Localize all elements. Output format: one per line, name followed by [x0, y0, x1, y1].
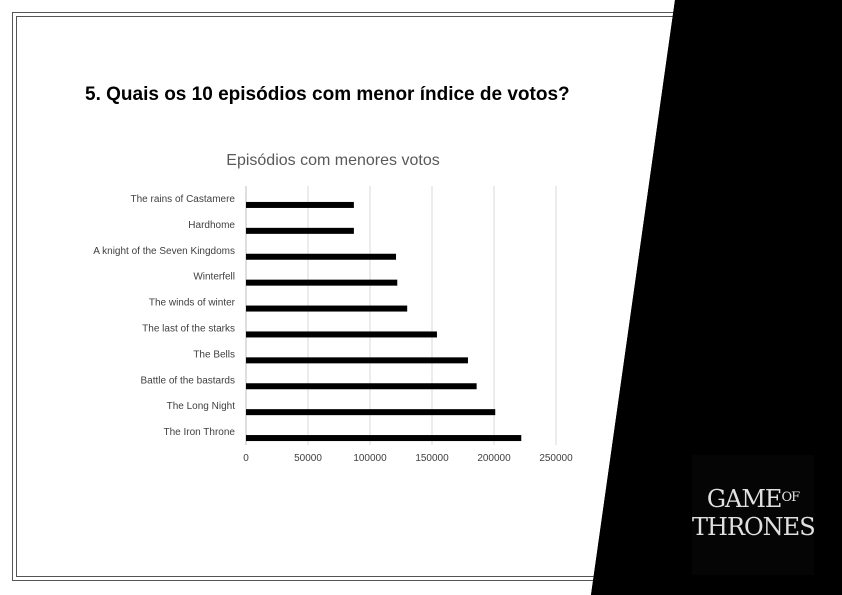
- category-label: Battle of the bastards: [140, 375, 235, 386]
- category-label: A knight of the Seven Kingdoms: [93, 246, 235, 257]
- chart-title: Episódios com menores votos: [226, 152, 439, 169]
- game-of-thrones-logo: GAMEOF THRONES: [692, 455, 816, 575]
- bar: [246, 279, 398, 286]
- category-label: The Long Night: [167, 401, 236, 412]
- logo-line-2: THRONES: [692, 513, 816, 541]
- category-label: The winds of winter: [149, 298, 236, 309]
- logo-line-1: GAMEOF: [706, 485, 800, 513]
- slide-heading: 5. Quais os 10 episódios com menor índic…: [85, 84, 570, 105]
- category-label: The rains of Castamere: [131, 194, 236, 205]
- category-label: Winterfell: [193, 272, 235, 283]
- x-tick-label: 150000: [415, 453, 449, 464]
- bar: [246, 383, 477, 390]
- category-label: The Bells: [193, 349, 235, 360]
- x-tick-label: 0: [243, 453, 249, 464]
- category-label: The last of the starks: [142, 323, 235, 334]
- x-tick-label: 200000: [477, 453, 511, 464]
- bar: [246, 253, 397, 260]
- black-diagonal-panel-front: [591, 0, 842, 595]
- bar: [246, 331, 437, 338]
- bar: [246, 435, 522, 442]
- bar: [246, 305, 408, 312]
- grid-lines: [245, 186, 557, 445]
- bar: [246, 227, 354, 234]
- category-label: Hardhome: [188, 220, 235, 231]
- bar: [246, 357, 468, 364]
- x-tick-label: 250000: [539, 453, 573, 464]
- x-tick-label: 100000: [353, 453, 387, 464]
- bar: [246, 201, 354, 208]
- bar: [246, 409, 496, 416]
- category-labels: The rains of Castamere Hardhome A knight o…: [93, 194, 235, 438]
- x-tick-label: 50000: [294, 453, 322, 464]
- x-tick-labels: 0 50000 100000 150000 200000 250000: [243, 453, 573, 464]
- bars: [246, 201, 522, 442]
- category-label: The Iron Throne: [163, 427, 235, 438]
